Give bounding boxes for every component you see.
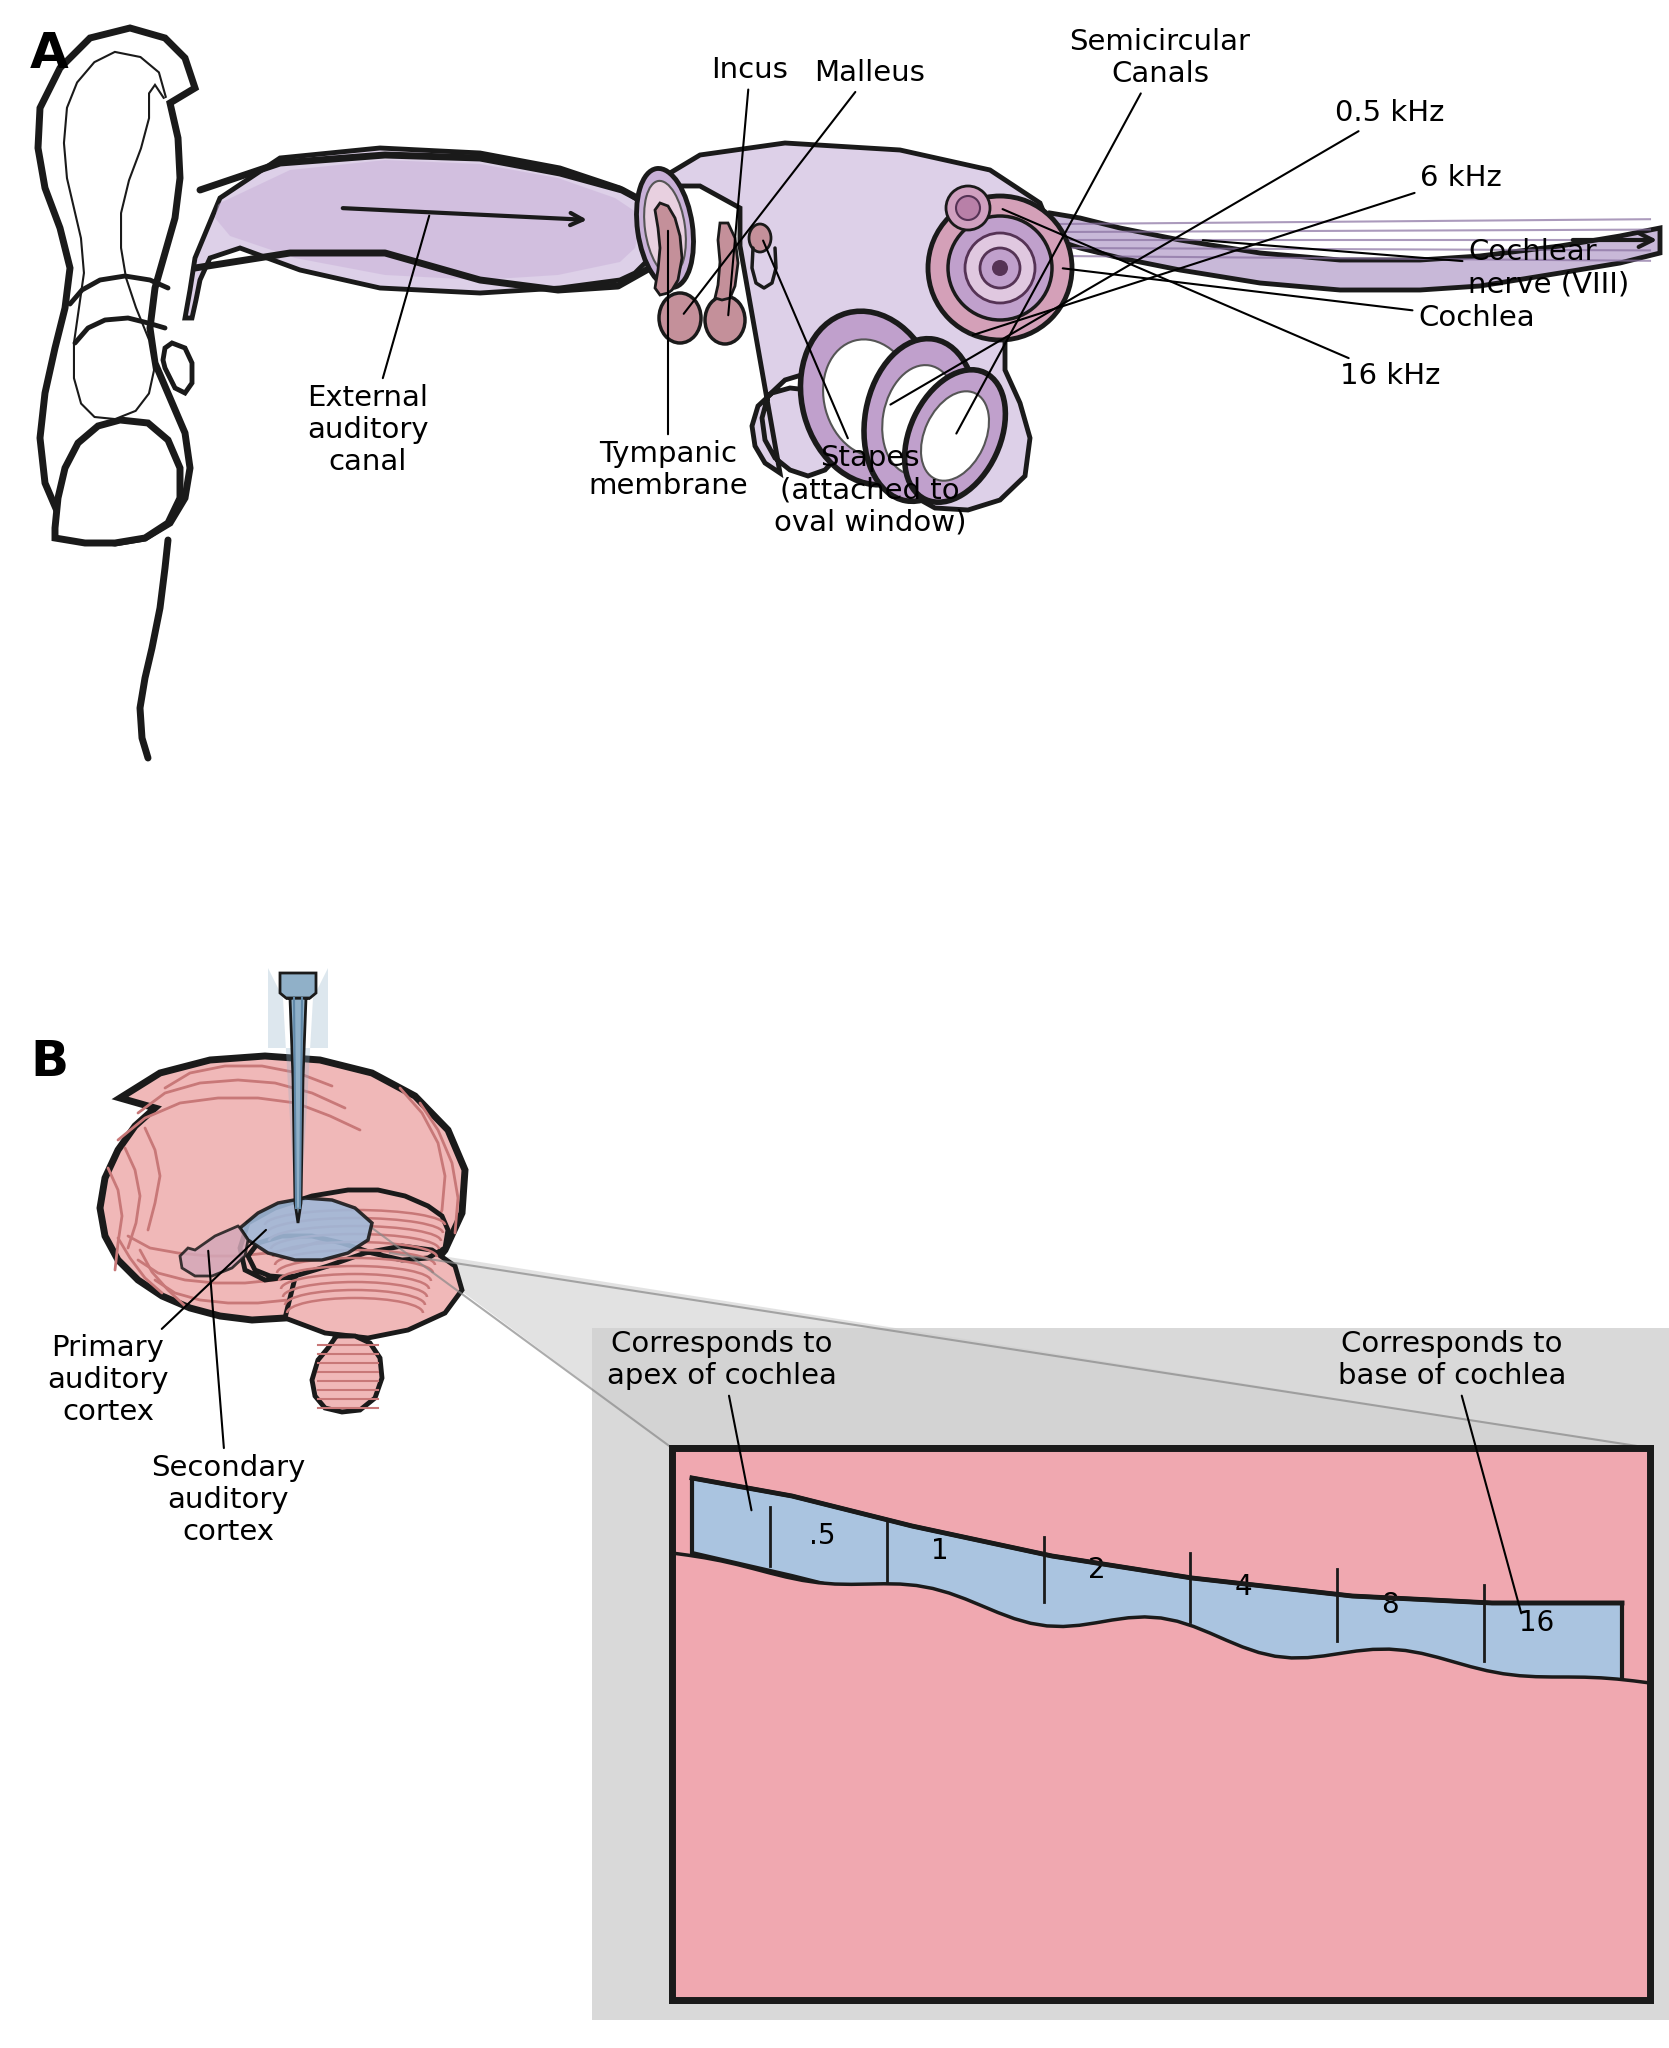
Polygon shape [215,160,643,281]
Text: 16: 16 [1519,1610,1554,1636]
Text: External
auditory
canal: External auditory canal [307,215,429,477]
Text: 2: 2 [1088,1556,1105,1583]
Polygon shape [1045,213,1661,291]
Text: .5: .5 [809,1522,836,1550]
Text: 1: 1 [931,1536,948,1565]
Text: Corresponds to
base of cochlea: Corresponds to base of cochlea [1339,1329,1566,1614]
Polygon shape [240,1198,372,1260]
Text: Stapes
(attached to
oval window): Stapes (attached to oval window) [763,240,966,537]
Text: 0.5 kHz: 0.5 kHz [890,98,1444,406]
Polygon shape [714,223,738,299]
Ellipse shape [636,168,694,287]
Polygon shape [280,973,315,997]
Text: Cochlea: Cochlea [1063,268,1534,332]
Text: Semicircular
Canals: Semicircular Canals [956,29,1250,434]
Text: Malleus: Malleus [684,59,925,313]
Text: Corresponds to
apex of cochlea: Corresponds to apex of cochlea [608,1329,836,1509]
Text: A: A [30,31,68,78]
Text: B: B [30,1038,68,1085]
Ellipse shape [749,223,771,252]
Polygon shape [38,29,195,543]
Circle shape [956,197,980,219]
FancyBboxPatch shape [673,1448,1651,2001]
Text: Cochlear
nerve (VIII): Cochlear nerve (VIII) [1203,238,1629,299]
Polygon shape [240,1190,462,1337]
Polygon shape [285,997,310,1223]
Ellipse shape [659,293,701,342]
Circle shape [965,233,1035,303]
Text: 16 kHz: 16 kHz [1003,209,1440,389]
Text: Tympanic
membrane: Tympanic membrane [587,231,748,500]
Polygon shape [269,969,329,1174]
Text: Primary
auditory
cortex: Primary auditory cortex [47,1231,265,1425]
Text: 4: 4 [1235,1573,1252,1602]
Ellipse shape [921,391,990,481]
Polygon shape [693,1479,1622,1683]
Ellipse shape [865,338,976,502]
Circle shape [980,248,1020,289]
Ellipse shape [704,297,744,344]
Polygon shape [592,1327,1669,2019]
Ellipse shape [905,371,1005,502]
Polygon shape [65,53,165,418]
FancyBboxPatch shape [673,1448,1651,2001]
Text: Secondary
auditory
cortex: Secondary auditory cortex [150,1251,305,1546]
Text: Incus: Incus [711,55,788,315]
Polygon shape [180,1227,249,1276]
Polygon shape [312,1335,382,1411]
Circle shape [948,215,1051,319]
Circle shape [946,186,990,229]
Ellipse shape [823,340,916,457]
Polygon shape [164,342,192,393]
Circle shape [991,260,1008,276]
Text: 8: 8 [1380,1591,1399,1620]
Ellipse shape [883,365,958,475]
Polygon shape [65,53,165,418]
Polygon shape [100,1057,466,1321]
Polygon shape [644,143,1055,510]
Polygon shape [185,147,659,317]
Ellipse shape [644,180,686,274]
Polygon shape [371,1223,1651,1448]
Polygon shape [673,1552,1651,2001]
Text: 6 kHz: 6 kHz [973,164,1502,336]
Circle shape [928,197,1071,340]
Ellipse shape [801,311,940,485]
Polygon shape [55,420,180,543]
Polygon shape [654,203,683,295]
